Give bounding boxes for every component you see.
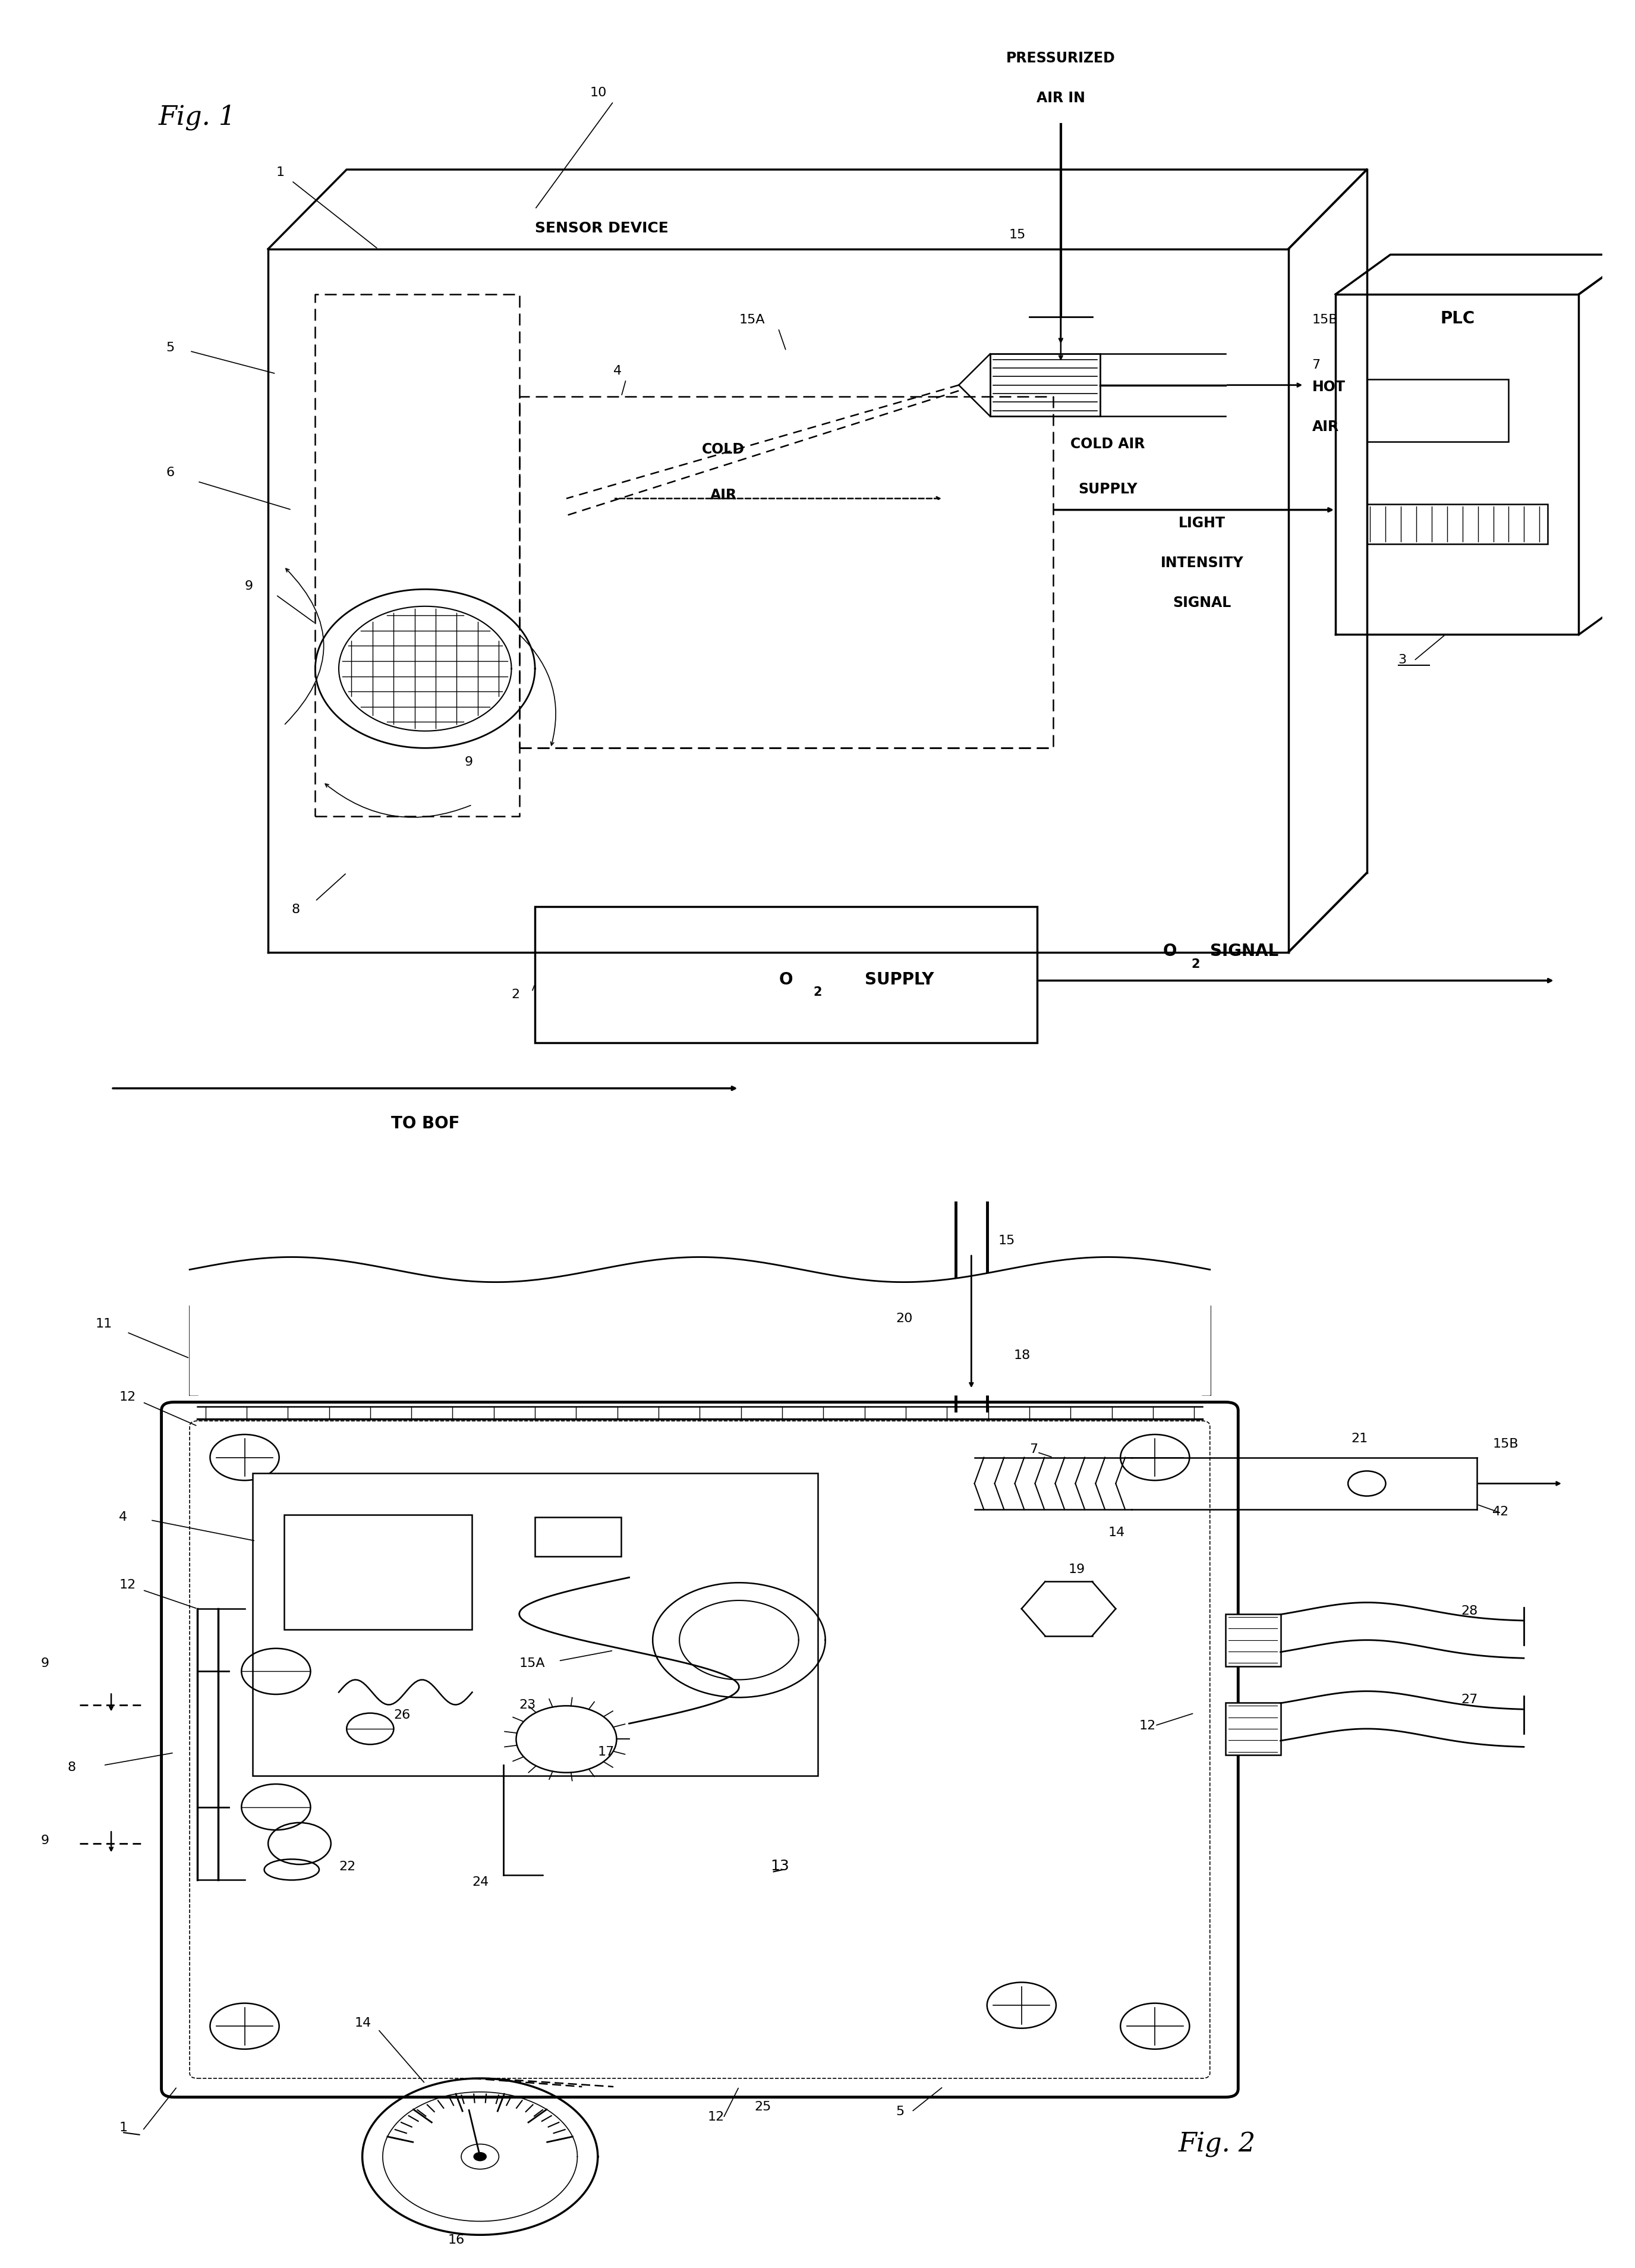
FancyBboxPatch shape bbox=[162, 1402, 1238, 2098]
Text: 18: 18 bbox=[1014, 1349, 1030, 1361]
Text: 21: 21 bbox=[1351, 1433, 1368, 1445]
Text: SIGNAL: SIGNAL bbox=[1172, 596, 1231, 610]
Text: 10: 10 bbox=[590, 86, 607, 100]
Bar bbox=[991, 354, 1100, 417]
Text: HOT: HOT bbox=[1311, 381, 1346, 395]
Text: 25: 25 bbox=[755, 2100, 772, 2112]
Text: 26: 26 bbox=[394, 1710, 410, 1721]
Text: 14: 14 bbox=[1109, 1526, 1125, 1538]
Text: 12: 12 bbox=[119, 1390, 136, 1402]
Text: 9: 9 bbox=[245, 581, 253, 592]
Text: 15: 15 bbox=[997, 1234, 1015, 1245]
Text: COLD AIR: COLD AIR bbox=[1071, 438, 1144, 451]
Text: 11: 11 bbox=[95, 1318, 113, 1329]
Text: 3: 3 bbox=[1398, 653, 1406, 667]
Text: SENSOR DEVICE: SENSOR DEVICE bbox=[535, 222, 669, 236]
Text: COLD: COLD bbox=[701, 442, 744, 456]
Text: O: O bbox=[1162, 943, 1177, 959]
Text: 4: 4 bbox=[613, 365, 621, 376]
Text: 17: 17 bbox=[598, 1746, 615, 1758]
Text: 12: 12 bbox=[119, 1579, 136, 1590]
Bar bbox=[535, 907, 1037, 1043]
Text: 27: 27 bbox=[1462, 1694, 1478, 1706]
Text: Fig. 1: Fig. 1 bbox=[159, 104, 235, 129]
Text: 9: 9 bbox=[464, 755, 473, 769]
Text: 5: 5 bbox=[896, 2105, 904, 2118]
Text: 15: 15 bbox=[1009, 229, 1025, 240]
Bar bbox=[252, 1474, 818, 1776]
Text: INTENSITY: INTENSITY bbox=[1161, 556, 1244, 569]
Text: 8: 8 bbox=[67, 1762, 75, 1774]
Text: 6: 6 bbox=[167, 467, 175, 479]
Text: 28: 28 bbox=[1462, 1606, 1478, 1617]
Text: SUPPLY: SUPPLY bbox=[865, 971, 934, 989]
Text: 2: 2 bbox=[813, 987, 822, 998]
Bar bbox=[535, 1517, 621, 1556]
Text: AIR IN: AIR IN bbox=[1037, 91, 1086, 104]
Text: 7: 7 bbox=[1030, 1442, 1038, 1454]
Text: 2: 2 bbox=[1190, 957, 1200, 971]
Text: 15A: 15A bbox=[739, 313, 765, 327]
Bar bbox=[284, 1515, 473, 1631]
Text: LIGHT: LIGHT bbox=[1179, 517, 1226, 531]
Text: 23: 23 bbox=[520, 1699, 536, 1710]
Text: 19: 19 bbox=[1069, 1563, 1086, 1574]
Text: 8: 8 bbox=[291, 903, 301, 916]
Text: PLC: PLC bbox=[1440, 311, 1475, 327]
Text: 4: 4 bbox=[119, 1510, 128, 1522]
Text: 14: 14 bbox=[355, 2016, 371, 2028]
Bar bbox=[1226, 1703, 1280, 1755]
Text: 15A: 15A bbox=[520, 1658, 544, 1669]
Text: 9: 9 bbox=[41, 1658, 49, 1669]
Text: O: O bbox=[780, 971, 793, 989]
Text: AIR: AIR bbox=[710, 488, 737, 501]
Text: PRESSURIZED: PRESSURIZED bbox=[1006, 52, 1115, 66]
Circle shape bbox=[474, 2152, 486, 2161]
Text: 15B: 15B bbox=[1311, 313, 1337, 327]
Text: 5: 5 bbox=[167, 342, 175, 354]
Text: 42: 42 bbox=[1493, 1506, 1509, 1517]
Bar bbox=[1367, 381, 1507, 442]
Text: 7: 7 bbox=[1311, 358, 1321, 372]
Text: SIGNAL: SIGNAL bbox=[1210, 943, 1279, 959]
Text: 12: 12 bbox=[1140, 1719, 1156, 1730]
Text: 2: 2 bbox=[512, 989, 520, 1000]
Text: 1: 1 bbox=[276, 166, 284, 179]
Text: 22: 22 bbox=[338, 1860, 355, 1871]
Text: 1: 1 bbox=[119, 2121, 128, 2132]
Text: 20: 20 bbox=[896, 1313, 912, 1325]
Text: 12: 12 bbox=[708, 2112, 724, 2123]
Text: 13: 13 bbox=[770, 1857, 790, 1873]
Bar bbox=[1226, 1615, 1280, 1667]
Text: Fig. 2: Fig. 2 bbox=[1179, 2132, 1256, 2157]
Text: 24: 24 bbox=[473, 1876, 489, 1887]
Text: 9: 9 bbox=[41, 1835, 49, 1846]
Text: 16: 16 bbox=[448, 2234, 464, 2245]
Text: TO BOF: TO BOF bbox=[391, 1116, 459, 1132]
Bar bbox=[1367, 506, 1547, 544]
Text: 15B: 15B bbox=[1493, 1438, 1519, 1449]
Text: AIR: AIR bbox=[1311, 420, 1339, 433]
Text: SUPPLY: SUPPLY bbox=[1077, 483, 1138, 497]
